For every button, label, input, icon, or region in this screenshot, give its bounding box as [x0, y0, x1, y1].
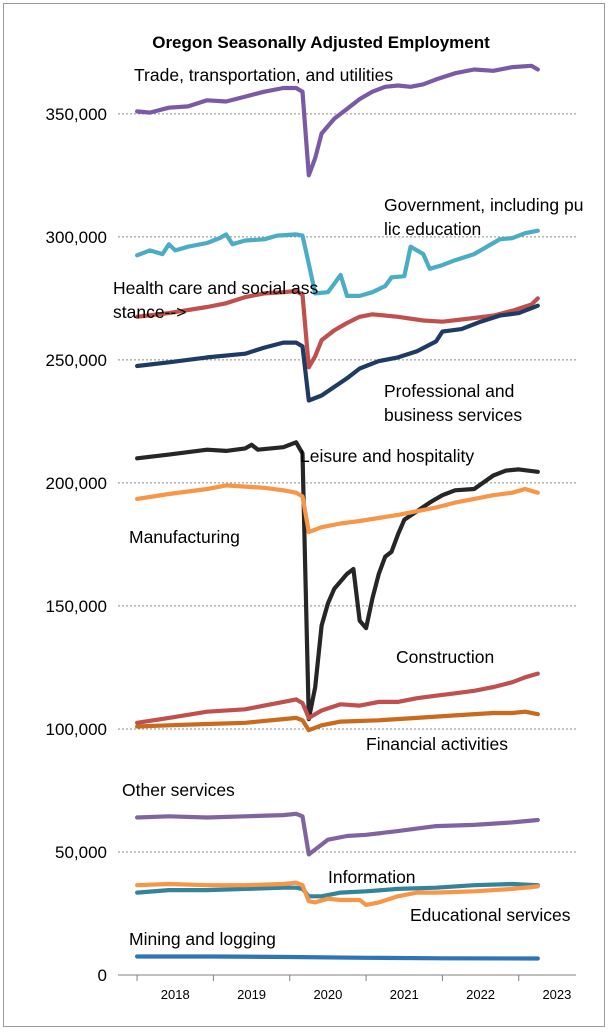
series-line-other-services [135, 811, 540, 857]
series-line-professional-and-business-services [135, 303, 540, 403]
series-lines [135, 63, 540, 961]
series-line-financial-activities [135, 709, 540, 733]
series-line-information [135, 881, 540, 899]
series-label-professional-and-business-services: Professional and [384, 381, 514, 401]
chart-title: Oregon Seasonally Adjusted Employment [152, 33, 490, 52]
series-line-mining-and-logging [135, 954, 540, 961]
y-tick-label: 350,000 [46, 105, 107, 124]
x-tick-label: 2019 [237, 987, 266, 1002]
series-label-leisure-and-hospitality: Leisure and hospitality [300, 446, 474, 466]
series-line-health-care-and-social-assistance [135, 288, 540, 370]
series-label-mining-and-logging: Mining and logging [129, 929, 276, 949]
series-label-educational-services: Educational services [410, 905, 571, 925]
series-label-government-including-public-education: lic education [384, 219, 481, 239]
series-label-government-including-public-education: Government, including pu [384, 195, 583, 215]
series-line-government-including-public-education [135, 228, 540, 298]
x-axis: 2018 2019 2020 2021 2022 2023 [118, 974, 576, 1002]
series-label-construction: Construction [396, 647, 494, 667]
series-labels: Trade, transportation, and utilities Gove… [113, 65, 583, 949]
y-tick-label: 250,000 [46, 351, 107, 370]
y-tick-label: 50,000 [55, 843, 107, 862]
series-line-manufacturing [135, 483, 540, 535]
x-tick-label: 2018 [161, 987, 190, 1002]
series-line-construction [135, 671, 540, 725]
series-label-health-care-and-social-assistance: Health care and social ass [113, 278, 318, 298]
series-label-financial-activities: Financial activities [366, 734, 508, 754]
series-label-trade-transportation-and-utilities: Trade, transportation, and utilities [134, 65, 393, 85]
series-label-health-care-and-social-assistance: stance--> [113, 302, 186, 322]
series-line-educational-services [135, 880, 540, 907]
y-axis-ticks: 0 50,000 100,000 150,000 200,000 250,000 300,0… [46, 105, 107, 985]
y-tick-label: 0 [98, 966, 107, 985]
y-tick-label: 150,000 [46, 597, 107, 616]
series-label-manufacturing: Manufacturing [129, 527, 240, 547]
series-label-other-services: Other services [122, 780, 235, 800]
y-tick-label: 100,000 [46, 720, 107, 739]
series-line-trade-transportation-and-utilities [135, 63, 540, 178]
y-tick-label: 300,000 [46, 228, 107, 247]
x-tick-label: 2020 [313, 987, 342, 1002]
series-label-professional-and-business-services: business services [384, 405, 522, 425]
x-tick-label: 2022 [466, 987, 495, 1002]
series-line-leisure-and-hospitality [135, 440, 540, 722]
x-tick-label: 2023 [542, 987, 571, 1002]
x-tick-label: 2021 [390, 987, 419, 1002]
y-tick-label: 200,000 [46, 474, 107, 493]
series-label-information: Information [328, 867, 416, 887]
